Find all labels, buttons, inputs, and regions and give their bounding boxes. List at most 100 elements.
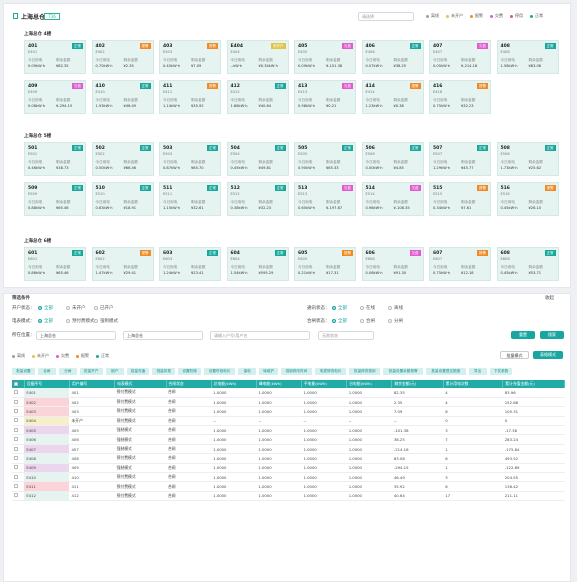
toolbar-button[interactable]: 分闸 [58,368,77,375]
toolbar-button[interactable]: 电表修改电价 [315,368,347,375]
toolbar-button[interactable]: 批量设置余额报警 [383,368,423,375]
toolbar-button[interactable]: 转维护 [259,368,278,375]
room-card[interactable]: 504 E504 正常 今日用电 剩余金额 0.45kW·h ¥49.81 [226,142,289,176]
batch-mode-button[interactable]: 批量模式 [500,351,529,359]
room-card[interactable]: 416 E416 报警 今日用电 剩余金额 0.75kW·h ¥32.23 [429,80,491,114]
radio-open_opts-1[interactable]: 未开户 [66,305,86,311]
room-card[interactable]: 508 E508 正常 今日用电 剩余金额 1.73kW·h ¥25.62 [496,142,559,176]
radio-open_opts-0[interactable]: 全部 [38,305,53,311]
table-row[interactable]: E403 403 预付费模式 合闸 1.0000 1.0000 1.0000 1.0000 7.… [12,406,565,417]
room-card[interactable]: 511 E511 正常 今日用电 剩余金额 1.15kW·h ¥32.61 [159,182,221,216]
toolbar-button[interactable]: 销户 [105,368,124,375]
toolbar-button[interactable]: 导出 [468,368,487,375]
room-card[interactable]: 507 E507 正常 今日用电 剩余金额 1.29kW·h ¥45.77 [429,142,491,176]
toolbar-button[interactable]: 设置时段电价 [204,368,236,375]
row-checkbox[interactable] [14,484,18,489]
radio-comm_opts-0[interactable]: 全部 [332,305,347,311]
radio-open_opts-2[interactable]: 已开户 [94,305,114,311]
room-card[interactable]: 601 E601 正常 今日用电 剩余金额 0.86kW·h ¥65.46 [24,247,86,281]
floor-select[interactable]: 请选择 [358,12,414,21]
reset-button[interactable]: 重置 [511,331,535,339]
room-card[interactable]: 514 E514 欠费 今日用电 剩余金额 0.98kW·h ¥-108.35 [361,182,424,216]
row-checkbox[interactable] [14,418,18,423]
row-checkbox[interactable] [14,465,18,470]
radio-gate_opts-1[interactable]: 合闸 [360,318,375,324]
table-row[interactable]: E404 未开户 预付费模式 合闸 -- -- -- -- -- 0 0 [12,416,565,427]
room-card[interactable]: 512 E512 正常 今日用电 剩余金额 0.38kW·h ¥32.23 [226,182,289,216]
table-row[interactable]: E409 409 强制模式 合闸 1.0000 1.0000 1.0000 1.0000 -29… [12,463,565,474]
toolbar-button[interactable]: 批量设置 [12,368,35,375]
room-card[interactable]: 412 E412 正常 今日用电 剩余金额 1.86kW·h ¥40.64 [226,80,289,114]
table-row[interactable]: E408 408 预付费模式 合闸 1.0000 1.0000 1.0000 1.0000 83… [12,453,565,464]
room-card[interactable]: 515 E515 报警 今日用电 剩余金额 0.34kW·h ¥7.61 [429,182,491,216]
room-card[interactable]: 503 E503 正常 今日用电 剩余金额 0.87kW·h ¥65.70 [159,142,221,176]
location-select-2[interactable]: 上海总仓 [123,331,203,340]
room-card[interactable]: 403 E403 报警 今日用电 剩余金额 0.40kW·h ¥7.09 [159,40,221,74]
table-row[interactable]: E411 411 预付费模式 合闸 1.0000 1.0000 1.0000 1.0000 35… [12,481,565,492]
room-card[interactable]: 411 E411 报警 今日用电 剩余金额 1.14kW·h ¥35.92 [159,80,221,114]
row-checkbox[interactable] [14,455,18,460]
table-row[interactable]: E407 407 强制模式 合闸 1.0000 1.0000 1.0000 1.0000 -21… [12,444,565,455]
toolbar-button[interactable]: 保电 [238,368,257,375]
radio-comm_opts-1[interactable]: 在线 [360,305,375,311]
toolbar-button[interactable]: 合闸 [37,368,56,375]
room-card[interactable]: 505 E505 正常 今日用电 剩余金额 0.90kW·h ¥65.33 [294,142,356,176]
room-card[interactable]: 606 E606 欠费 今日用电 剩余金额 0.06kW·h ¥91.30 [361,247,424,281]
toolbar-button[interactable]: 设置阶梯 [178,368,201,375]
room-card[interactable]: 409 E409 欠费 今日用电 剩余金额 0.08kW·h ¥-294.15 [24,80,86,114]
table-row[interactable]: E401 401 预付费模式 合闸 1.0000 1.0000 1.0000 1.0000 82… [12,388,565,398]
room-card[interactable]: 608 E608 正常 今日用电 剩余金额 0.45kW·h ¥53.71 [496,247,559,281]
room-card[interactable]: 607 E607 报警 今日用电 剩余金额 0.75kW·h ¥12.18 [429,247,491,281]
table-mode-button[interactable]: 表格模式 [533,351,563,359]
room-card[interactable]: 410 E410 正常 今日用电 剩余金额 1.93kW·h ¥46.49 [91,80,154,114]
room-card[interactable]: 516 E516 报警 今日用电 剩余金额 0.45kW·h ¥26.10 [496,182,559,216]
row-checkbox[interactable] [14,493,18,498]
row-checkbox[interactable] [14,427,18,432]
room-card[interactable]: 401 E401 正常 今日用电 剩余金额 0.09kW·h ¥82.35 [24,40,86,74]
radio-comm_opts-2[interactable]: 离线 [388,305,403,311]
row-checkbox[interactable] [14,437,18,442]
table-row[interactable]: E410 410 预付费模式 合闸 1.0000 1.0000 1.0000 1.0000 46… [12,472,565,483]
select-all-checkbox[interactable] [14,381,18,386]
toolbar-button[interactable]: 批量设置透支额度 [426,368,466,375]
room-card[interactable]: 405 E405 欠费 今日用电 剩余金额 0.09kW·h ¥-101.38 [294,40,356,74]
keyword-input[interactable]: 请输入户号/用户名 [210,331,310,340]
room-card[interactable]: 408 E408 正常 今日用电 剩余金额 1.58kW·h ¥83.08 [496,40,559,74]
room-card[interactable]: 407 E407 欠费 今日用电 剩余金额 0.05kW·h ¥-214.16 [429,40,491,74]
row-checkbox[interactable] [14,474,18,479]
room-card[interactable]: 605 E605 报警 今日用电 剩余金额 0.21kW·h ¥17.31 [294,247,356,281]
row-checkbox[interactable] [14,446,18,451]
room-card[interactable]: 402 E402 报警 今日用电 剩余金额 0.70kW·h ¥2.35 [91,40,154,74]
room-card[interactable]: 502 E502 正常 今日用电 剩余金额 0.50kW·h ¥66.46 [91,142,154,176]
room-card[interactable]: 602 E602 报警 今日用电 剩余金额 1.47kW·h ¥29.41 [91,247,154,281]
table-row[interactable]: E412 412 预付费模式 合闸 1.0000 1.0000 1.0000 1.0000 40… [12,491,565,502]
room-card[interactable]: 510 E510 正常 今日用电 剩余金额 0.63kW·h ¥18.91 [91,182,154,216]
radio-mode_opts-1[interactable]: 预付费模式 [66,318,95,324]
room-card[interactable]: 509 E509 正常 今日用电 剩余金额 0.88kW·h ¥65.46 [24,182,86,216]
radio-mode_opts-0[interactable]: 全部 [38,318,53,324]
table-row[interactable]: E402 402 预付费模式 合闸 1.0000 1.0000 1.0000 1.0000 2.… [12,397,565,408]
row-checkbox[interactable] [14,399,18,404]
table-row[interactable]: E406 406 强制模式 合闸 1.0000 1.0000 1.0000 1.0000 38.… [12,434,565,445]
collapse-link[interactable]: 收起 [545,296,554,301]
room-card[interactable]: 506 E506 正常 今日用电 剩余金额 0.00kW·h ¥4.85 [361,142,424,176]
row-checkbox[interactable] [14,389,18,394]
search-button[interactable]: 搜索 [540,331,564,339]
toolbar-button[interactable]: 批量开户 [79,368,103,375]
room-card[interactable]: 513 E513 欠费 今日用电 剩余金额 0.65kW·h ¥-197.87 [294,182,356,216]
toolbar-button[interactable]: 批量修改费用 [349,368,381,375]
row-checkbox[interactable] [14,408,18,413]
room-card[interactable]: 414 E414 报警 今日用电 剩余金额 1.23kW·h ¥0.38 [361,80,424,114]
radio-gate_opts-2[interactable]: 分闸 [388,318,403,324]
room-card[interactable]: 413 E413 欠费 今日用电 剩余金额 0.98kW·h ¥0.21 [294,80,356,114]
room-card[interactable]: E404 E404 未开户 今日用电 剩余金额 --kW·h ¥0.34kW·h [226,40,289,74]
room-card[interactable]: 501 E501 正常 今日用电 剩余金额 0.46kW·h ¥38.73 [24,142,86,176]
state-select[interactable]: 无限状态 [318,331,374,340]
room-card[interactable]: 603 E603 正常 今日用电 剩余金额 1.24kW·h ¥23.41 [159,247,221,281]
radio-mode_opts-2[interactable]: 强制模式 [94,318,118,324]
toolbar-button[interactable]: 批量扣费 [152,368,176,375]
table-row[interactable]: E405 405 强制模式 合闸 1.0000 1.0000 1.0000 1.0000 -10… [12,425,565,436]
toolbar-button[interactable]: 强制修改时间 [280,368,312,375]
radio-gate_opts-0[interactable]: 全部 [332,318,347,324]
toolbar-button[interactable]: 下发参数 [489,368,513,375]
